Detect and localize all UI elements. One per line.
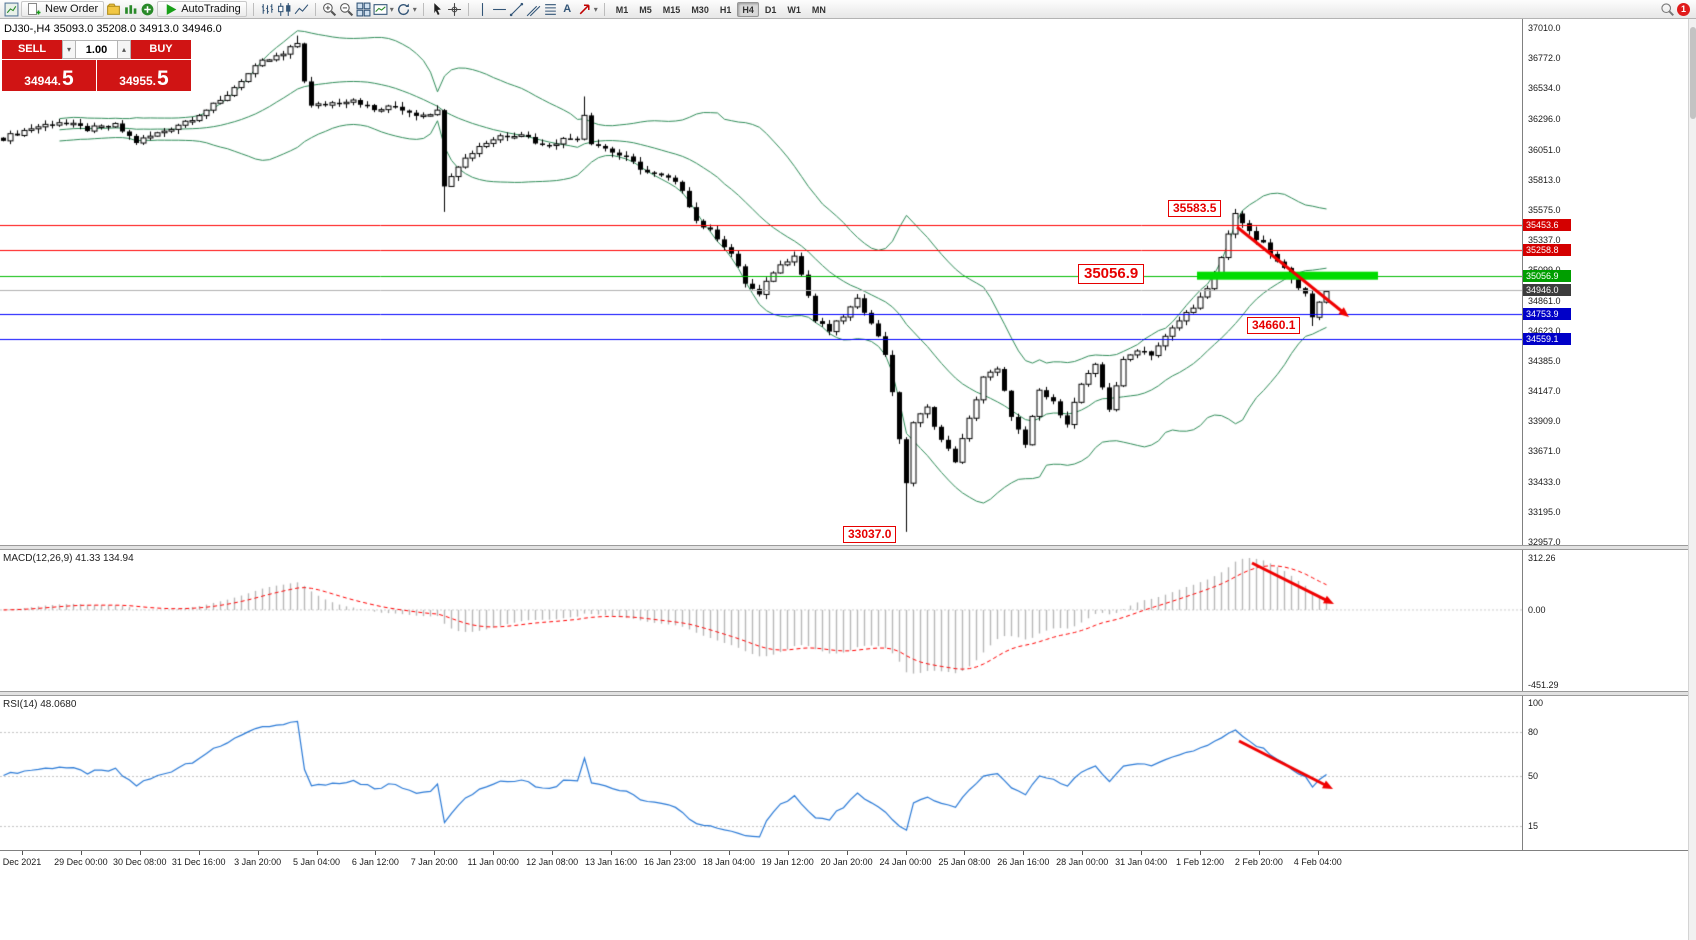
price-chart-canvas[interactable] <box>0 19 1522 545</box>
volume-down-button[interactable]: ▾ <box>62 40 76 59</box>
sell-button[interactable]: SELL <box>2 40 62 59</box>
panel-splitter[interactable] <box>0 545 1688 550</box>
toolbar-separator <box>422 2 424 16</box>
cursor-icon[interactable] <box>430 2 445 17</box>
main-toolbar: New Order AutoTrading ▾ ▾ A ▾ M1 M5 M15 M30… <box>0 0 1696 19</box>
symbol-info: DJ30-,H4 35093.0 35208.0 34913.0 34946.0 <box>4 23 222 35</box>
profiles-icon[interactable] <box>106 2 121 17</box>
macd-indicator-label: MACD(12,26,9) 41.33 134.94 <box>3 553 134 564</box>
zoom-out-icon[interactable] <box>339 2 354 17</box>
buy-price[interactable]: 34955. 5 <box>97 60 191 91</box>
timeframe-button-d1[interactable]: D1 <box>764 4 777 15</box>
timeframe-button-m15[interactable]: M15 <box>662 4 681 15</box>
profile-dropdown-caret[interactable]: ▾ <box>412 4 417 14</box>
rsi-canvas[interactable] <box>0 696 1522 850</box>
scrollbar-thumb[interactable] <box>1690 27 1696 119</box>
toolbar-separator <box>252 2 254 16</box>
buy-price-pips: 5 <box>157 67 169 91</box>
sell-price-main: 34944. <box>24 73 61 88</box>
sell-price[interactable]: 34944. 5 <box>2 60 96 91</box>
new-order-icon <box>27 2 42 17</box>
timeframe-button-h1[interactable]: H1 <box>719 4 732 15</box>
horizontal-line-tool-icon[interactable] <box>492 2 507 17</box>
tile-windows-icon[interactable] <box>356 2 371 17</box>
indicators-icon[interactable] <box>140 2 155 17</box>
charts-toolbar-icon[interactable] <box>123 2 138 17</box>
panel-splitter[interactable] <box>0 691 1688 696</box>
candlestick-mode-icon[interactable] <box>277 2 292 17</box>
timeframe-button-m1[interactable]: M1 <box>615 4 629 15</box>
volume-input[interactable] <box>76 40 117 59</box>
zoom-in-icon[interactable] <box>322 2 337 17</box>
one-click-trading-panel: SELL ▾ ▴ BUY 34944. 5 34955. 5 <box>2 40 194 92</box>
buy-button[interactable]: BUY <box>131 40 191 59</box>
volume-up-button[interactable]: ▴ <box>117 40 131 59</box>
timeframe-button-mn[interactable]: MN <box>811 4 826 15</box>
arrows-tool-icon[interactable] <box>577 2 592 17</box>
vertical-scrollbar[interactable] <box>1688 19 1696 940</box>
search-icon[interactable] <box>1660 2 1675 17</box>
autotrading-label: AutoTrading <box>181 3 241 15</box>
new-order-button[interactable]: New Order <box>21 1 105 17</box>
buy-price-main: 34955. <box>119 73 156 88</box>
autotrading-button[interactable]: AutoTrading <box>157 1 247 17</box>
timeframe-button-m5[interactable]: M5 <box>639 4 652 15</box>
chart-window-icon[interactable] <box>4 2 19 17</box>
trendline-tool-icon[interactable] <box>509 2 524 17</box>
toolbar-separator <box>314 2 316 16</box>
bar-chart-mode-icon[interactable] <box>260 2 275 17</box>
time-axis-area[interactable] <box>0 850 1688 872</box>
autotrading-play-icon <box>163 2 178 17</box>
macd-canvas[interactable] <box>0 550 1522 691</box>
channel-tool-icon[interactable] <box>526 2 541 17</box>
notification-badge[interactable]: 1 <box>1677 2 1690 16</box>
bottom-margin <box>0 872 1688 940</box>
new-chart-dropdown-caret[interactable]: ▾ <box>389 4 394 14</box>
vertical-line-tool-icon[interactable] <box>475 2 490 17</box>
profile-cycle-icon[interactable] <box>396 2 411 17</box>
timeframe-button-m30[interactable]: M30 <box>691 4 709 15</box>
new-order-label: New Order <box>45 3 99 15</box>
line-chart-mode-icon[interactable] <box>294 2 309 17</box>
text-tool-icon[interactable]: A <box>563 2 572 15</box>
price-axis-area[interactable] <box>1522 19 1688 872</box>
timeframe-button-h4[interactable]: H4 <box>737 1 759 17</box>
sell-price-pips: 5 <box>62 67 74 91</box>
fibonacci-tool-icon[interactable] <box>543 2 558 17</box>
crosshair-icon[interactable] <box>447 2 462 17</box>
timeframe-toolbar: M1 M5 M15 M30 H1 H4 D1 W1 MN <box>611 1 831 17</box>
arrows-dropdown-caret[interactable]: ▾ <box>593 4 598 14</box>
new-chart-icon[interactable] <box>373 2 388 17</box>
toolbar-separator <box>467 2 469 16</box>
rsi-indicator-label: RSI(14) 48.0680 <box>3 699 77 710</box>
timeframe-button-w1[interactable]: W1 <box>787 4 801 15</box>
toolbar-separator <box>603 2 605 16</box>
